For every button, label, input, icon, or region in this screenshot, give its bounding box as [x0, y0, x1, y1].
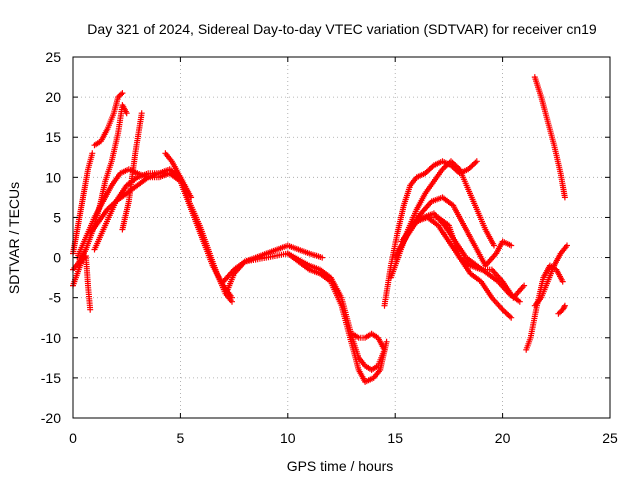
series-arc-11 — [220, 250, 388, 373]
series-arc-20 — [523, 262, 566, 353]
series-arc-22 — [531, 74, 568, 201]
series-arc-8 — [119, 110, 145, 233]
x-tick-label: 20 — [495, 430, 511, 446]
data-point-markers — [413, 214, 528, 301]
data-series — [70, 74, 570, 385]
plot-frame — [72, 56, 611, 419]
y-tick-label: 10 — [45, 169, 61, 185]
x-axis-label: GPS time / hours — [287, 458, 394, 474]
x-tick-label: 15 — [387, 430, 403, 446]
y-tick-label: 20 — [45, 89, 61, 105]
series-arc-9 — [162, 150, 235, 305]
series-arc-4 — [91, 90, 126, 149]
data-point-markers — [555, 302, 568, 317]
x-tick-label: 5 — [177, 430, 185, 446]
y-axis-label: SDTVAR / TECUs — [6, 182, 22, 294]
data-point-markers — [91, 90, 126, 149]
data-point-markers — [284, 250, 390, 385]
x-tick-label: 25 — [602, 430, 618, 446]
x-tick-label: 10 — [280, 430, 296, 446]
series-arc-2 — [70, 150, 96, 257]
series-arc-18 — [396, 194, 515, 269]
y-tick-label: 25 — [45, 49, 61, 65]
x-tick-label: 0 — [69, 430, 77, 446]
series-arc-12 — [284, 250, 390, 385]
data-point-markers — [70, 150, 96, 257]
data-point-markers — [162, 150, 235, 305]
series-arc-19 — [413, 214, 528, 301]
y-tick-label: 5 — [53, 209, 61, 225]
y-tick-label: -10 — [41, 330, 61, 346]
data-point-markers — [531, 74, 568, 201]
data-point-markers — [119, 110, 145, 233]
data-point-markers — [523, 262, 566, 353]
data-point-markers — [396, 194, 515, 269]
series-arc-13 — [349, 330, 388, 353]
y-tick-label: -15 — [41, 370, 61, 386]
grid-lines — [73, 57, 610, 418]
data-point-markers — [220, 250, 388, 373]
y-tick-label: -20 — [41, 410, 61, 426]
data-point-markers — [349, 330, 388, 353]
series-arc-21 — [531, 242, 570, 309]
data-point-markers — [531, 242, 570, 309]
chart-title: Day 321 of 2024, Sidereal Day-to-day VTE… — [87, 21, 597, 37]
series-arc-23 — [555, 302, 568, 317]
y-tick-label: 0 — [53, 250, 61, 266]
y-tick-label: 15 — [45, 129, 61, 145]
y-tick-label: -5 — [49, 290, 62, 306]
axis-ticks: 0 5 10 15 20 25 -20 -15 -10 -5 0 5 10 15 20 25 — [41, 49, 618, 446]
